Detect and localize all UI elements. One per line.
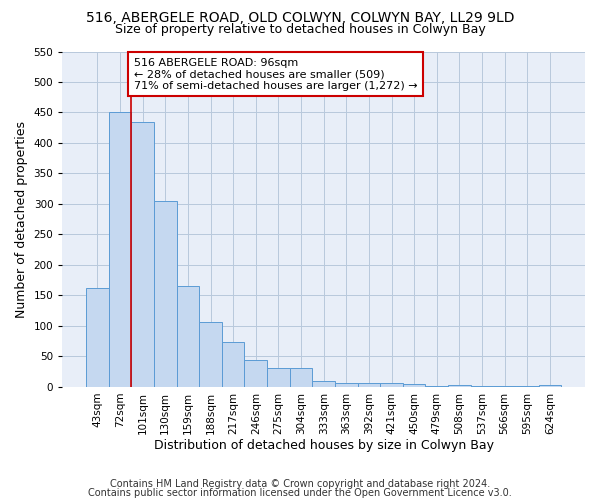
Bar bbox=[199, 322, 222, 387]
Bar bbox=[290, 368, 313, 387]
Bar bbox=[471, 386, 493, 387]
Bar bbox=[335, 382, 358, 387]
Bar bbox=[380, 382, 403, 387]
Bar bbox=[109, 112, 131, 387]
Text: Contains public sector information licensed under the Open Government Licence v3: Contains public sector information licen… bbox=[88, 488, 512, 498]
Text: 516 ABERGELE ROAD: 96sqm
← 28% of detached houses are smaller (509)
71% of semi-: 516 ABERGELE ROAD: 96sqm ← 28% of detach… bbox=[134, 58, 417, 91]
Bar bbox=[244, 360, 267, 387]
Bar bbox=[313, 381, 335, 387]
Bar bbox=[154, 201, 176, 387]
Bar bbox=[539, 384, 561, 387]
Bar bbox=[425, 386, 448, 387]
Bar bbox=[448, 384, 471, 387]
Bar bbox=[176, 286, 199, 387]
X-axis label: Distribution of detached houses by size in Colwyn Bay: Distribution of detached houses by size … bbox=[154, 440, 494, 452]
Text: Contains HM Land Registry data © Crown copyright and database right 2024.: Contains HM Land Registry data © Crown c… bbox=[110, 479, 490, 489]
Text: Size of property relative to detached houses in Colwyn Bay: Size of property relative to detached ho… bbox=[115, 22, 485, 36]
Bar bbox=[403, 384, 425, 387]
Bar bbox=[86, 288, 109, 387]
Bar bbox=[493, 386, 516, 387]
Bar bbox=[516, 386, 539, 387]
Bar bbox=[131, 122, 154, 387]
Bar bbox=[267, 368, 290, 387]
Bar bbox=[222, 342, 244, 387]
Y-axis label: Number of detached properties: Number of detached properties bbox=[15, 120, 28, 318]
Bar bbox=[358, 382, 380, 387]
Text: 516, ABERGELE ROAD, OLD COLWYN, COLWYN BAY, LL29 9LD: 516, ABERGELE ROAD, OLD COLWYN, COLWYN B… bbox=[86, 11, 514, 25]
